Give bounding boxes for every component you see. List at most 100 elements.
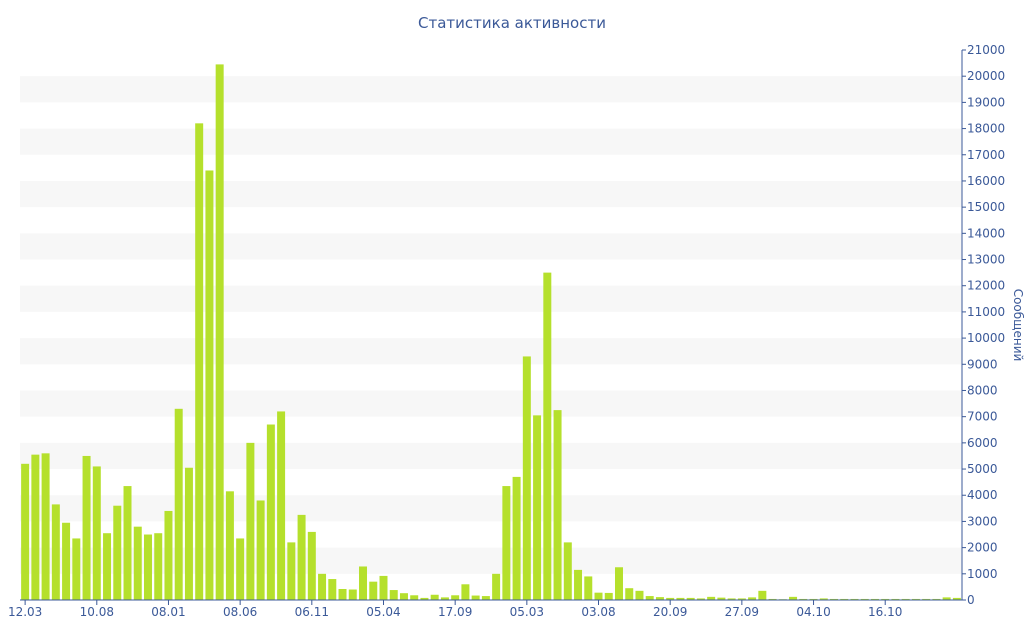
bar: [451, 595, 460, 600]
bar: [389, 590, 398, 600]
bar: [328, 579, 337, 600]
bar: [440, 597, 449, 600]
x-tick-label: 27.09: [725, 605, 759, 619]
bar: [891, 598, 900, 600]
bar: [789, 596, 798, 600]
bar: [123, 486, 132, 600]
y-tick-label: 9000: [967, 357, 998, 371]
bar: [932, 598, 941, 600]
bar: [604, 592, 613, 600]
bar: [655, 597, 664, 600]
bar: [676, 597, 685, 600]
y-tick-label: 17000: [967, 148, 1005, 162]
bar: [430, 594, 439, 600]
bar: [471, 595, 480, 600]
y-tick-label: 21000: [967, 43, 1005, 57]
y-tick-label: 6000: [967, 436, 998, 450]
chart-title: Статистика активности: [418, 14, 606, 32]
y-axis: 0 1000 2000 3000 4000 5000 6000 7000 8000 9000 100…: [961, 43, 1005, 607]
bar: [51, 504, 60, 600]
bar: [748, 597, 757, 600]
bar: [512, 476, 521, 600]
bar: [154, 533, 163, 600]
bar: [205, 170, 214, 601]
y-tick-label: 15000: [967, 200, 1005, 214]
x-tick-label: 08.01: [151, 605, 185, 619]
bar: [553, 410, 562, 600]
bar: [727, 598, 736, 600]
bar: [707, 596, 716, 600]
bar: [481, 596, 490, 600]
bar: [277, 411, 286, 600]
bar: [635, 590, 644, 600]
y-tick-label: 11000: [967, 305, 1005, 319]
bar: [911, 598, 920, 600]
x-axis: 12.03 10.08 08.01 08.06 06.11 05.04 17.09 05.03…: [8, 599, 962, 619]
bar: [502, 486, 511, 600]
x-tick-label: 10.08: [80, 605, 114, 619]
grid-band: [20, 233, 962, 260]
bar: [338, 589, 347, 600]
bar: [256, 500, 265, 600]
bar-series: [21, 64, 961, 601]
bar: [645, 596, 654, 600]
y-tick-label: 10000: [967, 331, 1005, 345]
grid-band: [20, 390, 962, 417]
bar: [860, 598, 869, 600]
bar: [584, 576, 593, 600]
bar: [174, 408, 183, 600]
bar: [379, 575, 388, 600]
x-tick-label: 20.09: [653, 605, 687, 619]
bar: [369, 581, 378, 600]
bar: [696, 598, 705, 600]
bar: [574, 569, 583, 600]
bar: [41, 453, 50, 600]
bar: [758, 590, 767, 600]
y-tick-label: 0: [967, 593, 975, 607]
bar: [420, 597, 429, 600]
bar: [563, 542, 572, 600]
x-tick-label: 16.10: [868, 605, 902, 619]
bar: [717, 597, 726, 600]
x-tick-label: 03.08: [581, 605, 615, 619]
bar: [809, 598, 818, 600]
grid-bands: [20, 76, 962, 574]
grid-band: [20, 76, 962, 103]
bar: [533, 415, 542, 600]
bar: [266, 424, 275, 600]
bar: [666, 597, 675, 600]
bar: [410, 595, 419, 600]
bar: [399, 593, 408, 600]
y-tick-label: 14000: [967, 226, 1005, 240]
x-tick-label: 05.03: [510, 605, 544, 619]
bar: [287, 542, 296, 600]
bar: [215, 64, 224, 600]
bar: [768, 598, 777, 600]
grid-band: [20, 495, 962, 522]
grid-band: [20, 180, 962, 208]
y-tick-label: 5000: [967, 462, 998, 476]
bar: [225, 491, 234, 600]
bar: [144, 534, 152, 600]
y-tick-label: 3000: [967, 514, 998, 528]
bar: [625, 588, 634, 600]
y-tick-label: 7000: [967, 410, 998, 424]
y-tick-label: 1000: [967, 567, 998, 581]
y-tick-label: 2000: [967, 541, 998, 555]
bar: [62, 522, 71, 600]
x-tick-label: 12.03: [8, 605, 42, 619]
bar: [92, 466, 101, 600]
bar: [461, 584, 470, 600]
bar: [522, 356, 531, 600]
x-tick-label: 08.06: [223, 605, 257, 619]
bar: [492, 573, 501, 600]
bar: [359, 566, 368, 600]
bar: [850, 598, 859, 600]
grid-band: [20, 338, 962, 365]
y-tick-label: 4000: [967, 488, 998, 502]
y-tick-label: 18000: [967, 122, 1005, 136]
bar: [82, 455, 91, 600]
bar: [348, 589, 357, 600]
y-tick-label: 20000: [967, 69, 1005, 83]
